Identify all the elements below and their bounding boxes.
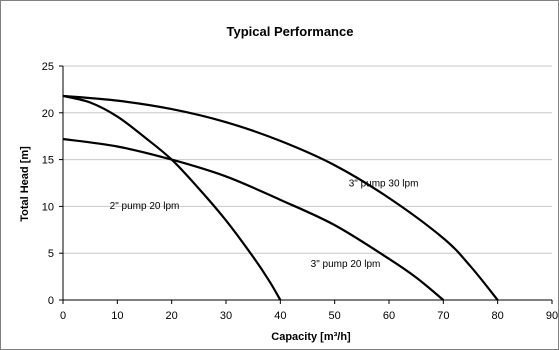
y-tick-label: 20 (42, 108, 54, 120)
x-tick-label: 30 (220, 310, 232, 322)
x-tick-label: 90 (546, 310, 558, 322)
plot-background (63, 66, 552, 300)
series-line-1 (62, 94, 282, 301)
x-tick-label: 10 (111, 310, 123, 322)
curve-label-1: 3" pump 30 lpm (349, 179, 419, 190)
x-tick-label: 80 (492, 310, 504, 322)
x-tick-label: 70 (437, 310, 449, 322)
x-tick-label: 40 (274, 310, 286, 322)
y-axis-title: Total Head [m] (19, 146, 31, 222)
x-axis-title: Capacity [m³/h] (271, 331, 351, 343)
chart-title: Typical Performance (227, 24, 354, 39)
x-tick-label: 20 (166, 310, 178, 322)
x-tick-label: 60 (383, 310, 395, 322)
series-line-3 (62, 94, 499, 301)
plot-area: 0 5 10 15 20 25 0 10 20 30 40 50 60 70 80 90 3" pump 30 … (42, 61, 558, 322)
x-tick-label: 0 (60, 310, 66, 322)
y-tick-label: 15 (42, 155, 54, 167)
x-tick-label: 50 (329, 310, 341, 322)
series-line-2 (62, 137, 445, 301)
curve-label-3: 3" pump 20 lpm (311, 259, 381, 270)
y-tick-label: 25 (42, 61, 54, 73)
y-tick-label: 10 (42, 201, 54, 213)
curve-label-2: 2" pump 20 lpm (110, 201, 180, 212)
y-tick-label: 0 (48, 295, 54, 307)
y-tick-label: 5 (48, 248, 54, 260)
